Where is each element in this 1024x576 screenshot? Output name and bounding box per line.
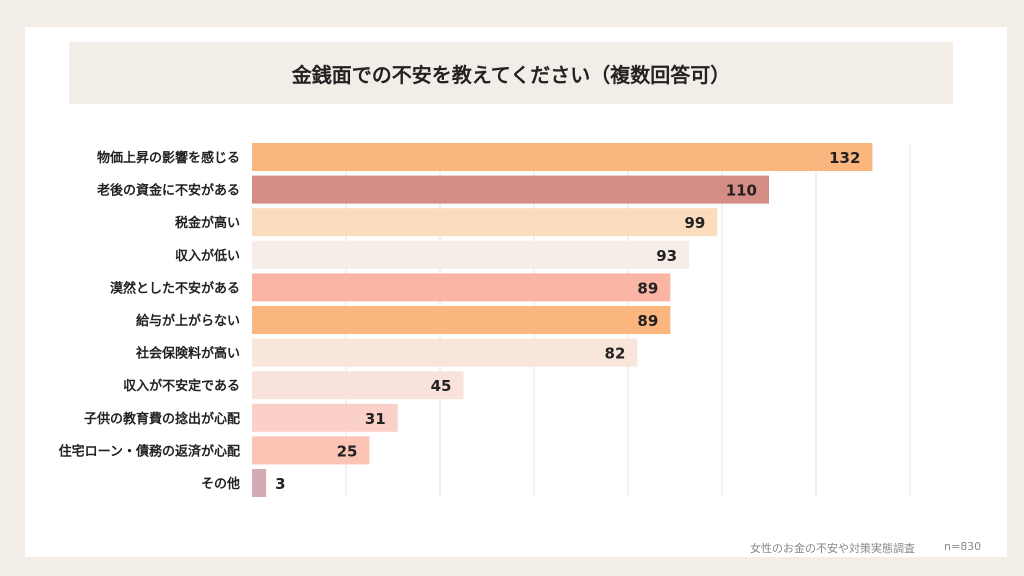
bar	[252, 306, 671, 334]
category-label: 老後の資金に不安がある	[96, 183, 240, 199]
bar	[252, 469, 267, 497]
data-label: 25	[337, 442, 358, 460]
title-band: 金銭面での不安を教えてください（複数回答可）	[69, 42, 953, 104]
category-label: 漠然とした不安がある	[110, 280, 240, 296]
category-label: 収入が低い	[175, 248, 240, 264]
data-label: 45	[431, 377, 452, 395]
category-label: その他	[201, 476, 240, 492]
data-label: 89	[637, 279, 658, 297]
source-label: 女性のお金の不安や対策実態調査	[750, 542, 915, 555]
data-label: 110	[726, 182, 757, 200]
data-label: 132	[829, 149, 860, 167]
bar	[252, 143, 873, 171]
data-label: 31	[365, 410, 386, 428]
category-label: 収入が不安定である	[123, 378, 240, 394]
category-label: 住宅ローン・債務の返済が心配	[59, 443, 240, 459]
bar	[252, 208, 718, 237]
bar	[252, 403, 398, 432]
category-label: 給与が上がらない	[136, 313, 240, 329]
category-label: 社会保険料が高い	[135, 346, 240, 362]
bar	[252, 175, 769, 204]
data-label: 3	[275, 475, 285, 493]
chart-title: 金銭面での不安を教えてください（複数回答可）	[291, 62, 731, 87]
bar	[252, 338, 638, 367]
data-label: 93	[656, 247, 677, 265]
category-label: 子供の教育費の捻出が心配	[84, 411, 240, 427]
category-label: 物価上昇の影響を感じる	[97, 150, 240, 166]
data-label: 82	[605, 345, 626, 363]
bar	[252, 240, 690, 269]
sample-size-label: n=830	[944, 540, 982, 553]
bar	[252, 436, 370, 465]
category-label: 税金が高い	[175, 215, 240, 231]
data-label: 89	[637, 312, 658, 330]
data-label: 99	[684, 214, 705, 232]
bar	[252, 371, 464, 400]
bar	[252, 273, 671, 302]
